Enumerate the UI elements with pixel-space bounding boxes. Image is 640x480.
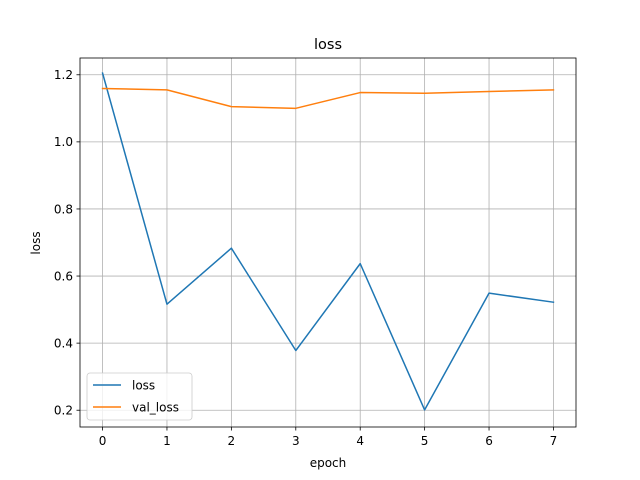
x-axis-ticks: 0 1 2 3 4 5 6 7 — [99, 427, 558, 448]
x-tick-label: 4 — [356, 434, 364, 448]
y-tick-label: 0.6 — [54, 269, 73, 283]
plot-frame — [79, 57, 577, 428]
legend-label: val_loss — [132, 400, 179, 414]
series-line-loss — [101, 72, 555, 411]
series-line-val-loss — [101, 87, 555, 110]
legend: loss val_loss — [86, 372, 193, 421]
y-axis-ticks: 0.2 0.4 0.6 0.8 1.0 1.2 — [54, 68, 80, 418]
y-tick-label: 0.2 — [54, 404, 73, 418]
x-tick-label: 1 — [163, 434, 171, 448]
x-axis-title: epoch — [310, 456, 347, 470]
y-tick-label: 0.8 — [54, 202, 73, 216]
y-tick-label: 1.0 — [54, 135, 73, 149]
y-tick-label: 1.2 — [54, 68, 73, 82]
plot-series — [101, 72, 555, 411]
x-tick-label: 3 — [292, 434, 300, 448]
x-tick-label: 0 — [99, 434, 107, 448]
legend-label: loss — [132, 378, 155, 392]
x-tick-label: 7 — [550, 434, 558, 448]
x-tick-label: 2 — [228, 434, 236, 448]
y-axis-title: loss — [29, 231, 43, 254]
x-tick-label: 6 — [485, 434, 493, 448]
chart-title: loss — [314, 37, 342, 53]
x-tick-label: 5 — [421, 434, 429, 448]
y-tick-label: 0.4 — [54, 336, 73, 350]
grid — [80, 58, 576, 427]
